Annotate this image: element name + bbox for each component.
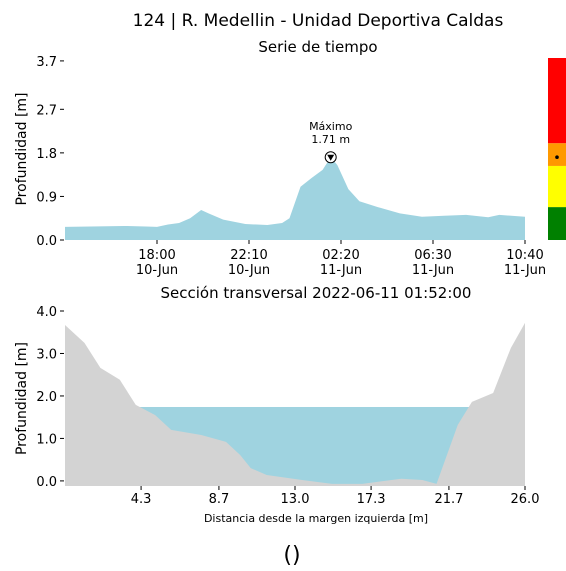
- x-tick-label: 8.7: [209, 492, 230, 507]
- y-tick-label: 4.0: [36, 305, 57, 320]
- x-tick-label-line: 02:20: [322, 248, 359, 263]
- y-tick-label: 2.7: [36, 103, 57, 118]
- x-tick-label: 10:40 11-Jun: [504, 248, 546, 278]
- y-tick-label: 1.0: [36, 432, 57, 447]
- x-tick-label: 18:00 10-Jun: [136, 248, 178, 278]
- chart-title: Serie de tiempo: [258, 38, 377, 56]
- terrain: [65, 322, 525, 486]
- y-axis-label: Profundidad [m]: [14, 342, 30, 455]
- x-axis-label: Distancia desde la margen izquierda [m]: [204, 512, 428, 525]
- annotation-text: 1.71 m: [311, 133, 350, 146]
- x-tick-label-line: 11-Jun: [320, 263, 362, 278]
- x-tick-label-line: 06:30: [414, 248, 451, 263]
- x-tick-label: 02:20 11-Jun: [320, 248, 362, 278]
- figure-title: 124 | R. Medellin - Unidad Deportiva Cal…: [133, 11, 504, 31]
- x-tick-label-line: 10:40: [506, 248, 543, 263]
- x-tick-label-line: 11-Jun: [504, 263, 546, 278]
- y-tick-label: 2.0: [36, 390, 57, 405]
- x-tick-label: 17.3: [357, 492, 386, 507]
- level-band: [548, 143, 566, 166]
- annotation-label: Máximo: [309, 120, 353, 133]
- x-tick-label-line: 18:00: [138, 248, 175, 263]
- level-band: [548, 165, 566, 208]
- y-tick-label: 3.7: [36, 55, 57, 70]
- peak-triangle: [327, 154, 335, 161]
- x-tick-label: 22:10 10-Jun: [228, 248, 270, 278]
- y-axis-label: Profundidad [m]: [14, 92, 30, 205]
- y-tick-label: 3.0: [36, 347, 57, 362]
- x-tick-label-line: 10-Jun: [228, 263, 270, 278]
- x-tick-label: 21.7: [434, 492, 463, 507]
- x-tick-label-line: 10-Jun: [136, 263, 178, 278]
- depth-area: [65, 157, 525, 240]
- level-marker: [555, 155, 559, 160]
- y-tick-label: 0.0: [36, 475, 57, 490]
- x-tick-label: 26.0: [511, 492, 540, 507]
- x-tick-label: 06:30 11-Jun: [412, 248, 454, 278]
- x-tick-label-line: 22:10: [230, 248, 267, 263]
- level-band: [548, 207, 566, 240]
- caption: (): [283, 543, 300, 568]
- x-tick-label: 13.0: [281, 492, 310, 507]
- y-tick-label: 0.0: [36, 234, 57, 249]
- x-tick-label-line: 11-Jun: [412, 263, 454, 278]
- y-tick-label: 1.8: [36, 147, 57, 162]
- level-band: [548, 58, 566, 144]
- x-tick-label: 4.3: [131, 492, 152, 507]
- chart-title: Sección transversal 2022-06-11 01:52:00: [161, 284, 472, 302]
- y-tick-label: 0.9: [36, 190, 57, 205]
